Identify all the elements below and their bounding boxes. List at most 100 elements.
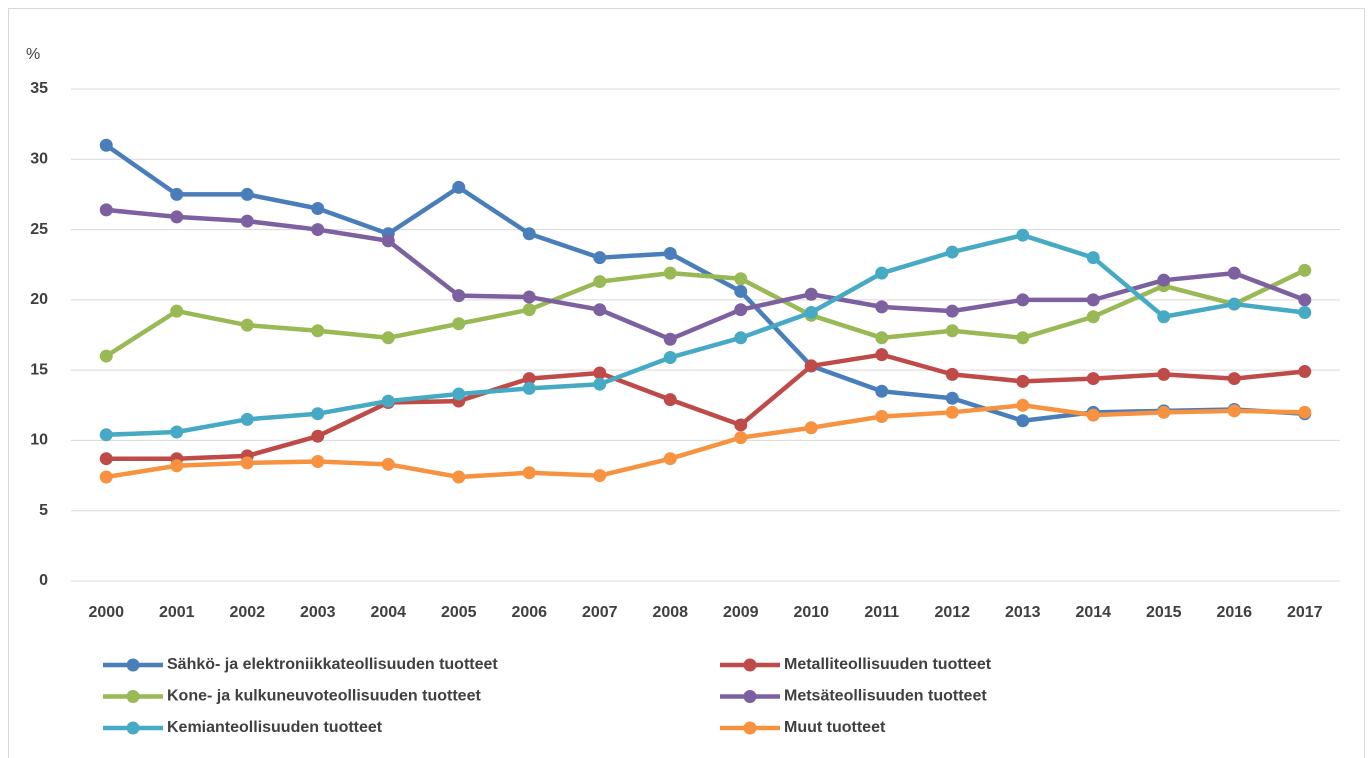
series-line bbox=[105, 403, 1305, 480]
point bbox=[1157, 405, 1171, 419]
point bbox=[452, 470, 466, 484]
point bbox=[381, 331, 395, 345]
point bbox=[945, 304, 959, 318]
y-tick-label: 15 bbox=[30, 361, 48, 378]
x-tick-label: 2011 bbox=[864, 604, 899, 621]
point bbox=[1016, 374, 1030, 388]
point bbox=[945, 367, 959, 381]
legend-marker bbox=[743, 690, 757, 703]
point bbox=[99, 203, 113, 217]
legend-marker bbox=[743, 721, 757, 735]
x-tick-label: 2006 bbox=[511, 604, 547, 621]
point bbox=[1086, 293, 1100, 307]
point bbox=[1298, 365, 1312, 379]
legend-label: Kone- ja kulkuneuvoteollisuuden tuotteet bbox=[167, 688, 481, 705]
x-tick-label: 2001 bbox=[159, 604, 195, 621]
point bbox=[170, 459, 184, 473]
point bbox=[1016, 331, 1030, 345]
point bbox=[522, 466, 536, 480]
point bbox=[593, 303, 607, 317]
point bbox=[522, 303, 536, 317]
x-tick-label: 2009 bbox=[723, 604, 759, 621]
point bbox=[663, 332, 677, 346]
series-line bbox=[106, 207, 1306, 342]
point bbox=[593, 251, 607, 265]
legend-label: Muut tuotteet bbox=[784, 719, 886, 736]
point bbox=[875, 348, 889, 362]
x-tick-label: 2008 bbox=[652, 604, 688, 621]
point bbox=[522, 227, 536, 241]
point bbox=[1298, 263, 1312, 277]
x-tick-label: 2013 bbox=[1005, 604, 1041, 621]
x-tick-label: 2003 bbox=[300, 604, 336, 621]
point bbox=[1227, 297, 1241, 311]
point bbox=[875, 331, 889, 345]
point bbox=[945, 391, 959, 405]
point bbox=[1227, 372, 1241, 386]
point bbox=[522, 381, 536, 395]
point bbox=[1227, 266, 1241, 280]
point bbox=[170, 210, 184, 224]
point bbox=[1086, 310, 1100, 324]
point bbox=[663, 246, 677, 260]
y-tick-label: 0 bbox=[39, 572, 48, 589]
point bbox=[945, 324, 959, 338]
point bbox=[381, 394, 395, 408]
point bbox=[1016, 293, 1030, 307]
point bbox=[170, 187, 184, 201]
point bbox=[452, 289, 466, 303]
x-tick-label: 2000 bbox=[88, 604, 124, 621]
point bbox=[1298, 306, 1312, 320]
series-line bbox=[105, 268, 1306, 358]
series-line bbox=[106, 232, 1306, 438]
point bbox=[734, 431, 748, 445]
chart-border bbox=[8, 8, 1365, 758]
point bbox=[593, 377, 607, 391]
y-tick-label: 25 bbox=[30, 221, 48, 238]
point bbox=[1157, 273, 1171, 287]
point bbox=[311, 223, 325, 237]
point bbox=[804, 306, 818, 320]
point bbox=[452, 317, 466, 331]
point bbox=[875, 384, 889, 398]
point bbox=[99, 428, 113, 442]
point bbox=[1086, 408, 1100, 422]
point bbox=[1157, 310, 1171, 324]
point bbox=[99, 470, 113, 484]
point bbox=[240, 187, 254, 201]
x-tick-label: 2007 bbox=[582, 604, 618, 621]
point bbox=[875, 300, 889, 314]
point bbox=[240, 456, 254, 470]
point bbox=[875, 410, 889, 424]
point bbox=[452, 387, 466, 401]
x-tick-label: 2012 bbox=[934, 604, 970, 621]
point bbox=[804, 359, 818, 373]
point bbox=[99, 138, 113, 152]
point bbox=[804, 287, 818, 301]
legend-label: Sähkö- ja elektroniikkateollisuuden tuot… bbox=[167, 656, 498, 673]
point bbox=[311, 455, 325, 469]
x-tick-label: 2002 bbox=[229, 604, 265, 621]
point bbox=[734, 272, 748, 286]
x-tick-label: 2005 bbox=[441, 604, 477, 621]
legend-label: Metalliteollisuuden tuotteet bbox=[784, 656, 992, 673]
point bbox=[663, 266, 677, 280]
point bbox=[875, 266, 889, 280]
legend-marker bbox=[126, 721, 140, 735]
point bbox=[1016, 414, 1030, 428]
point bbox=[1016, 228, 1030, 242]
y-tick-label: 30 bbox=[30, 151, 48, 168]
point bbox=[99, 452, 113, 466]
point bbox=[1086, 372, 1100, 386]
point bbox=[240, 214, 254, 228]
point bbox=[1086, 251, 1100, 265]
point bbox=[734, 331, 748, 345]
x-tick-label: 2004 bbox=[370, 604, 406, 621]
point bbox=[170, 425, 184, 439]
series-line bbox=[104, 143, 1305, 423]
point bbox=[663, 452, 677, 466]
legend-marker bbox=[743, 658, 757, 672]
y-tick-label: 35 bbox=[30, 80, 48, 97]
x-tick-label: 2014 bbox=[1075, 604, 1111, 621]
point bbox=[734, 418, 748, 432]
